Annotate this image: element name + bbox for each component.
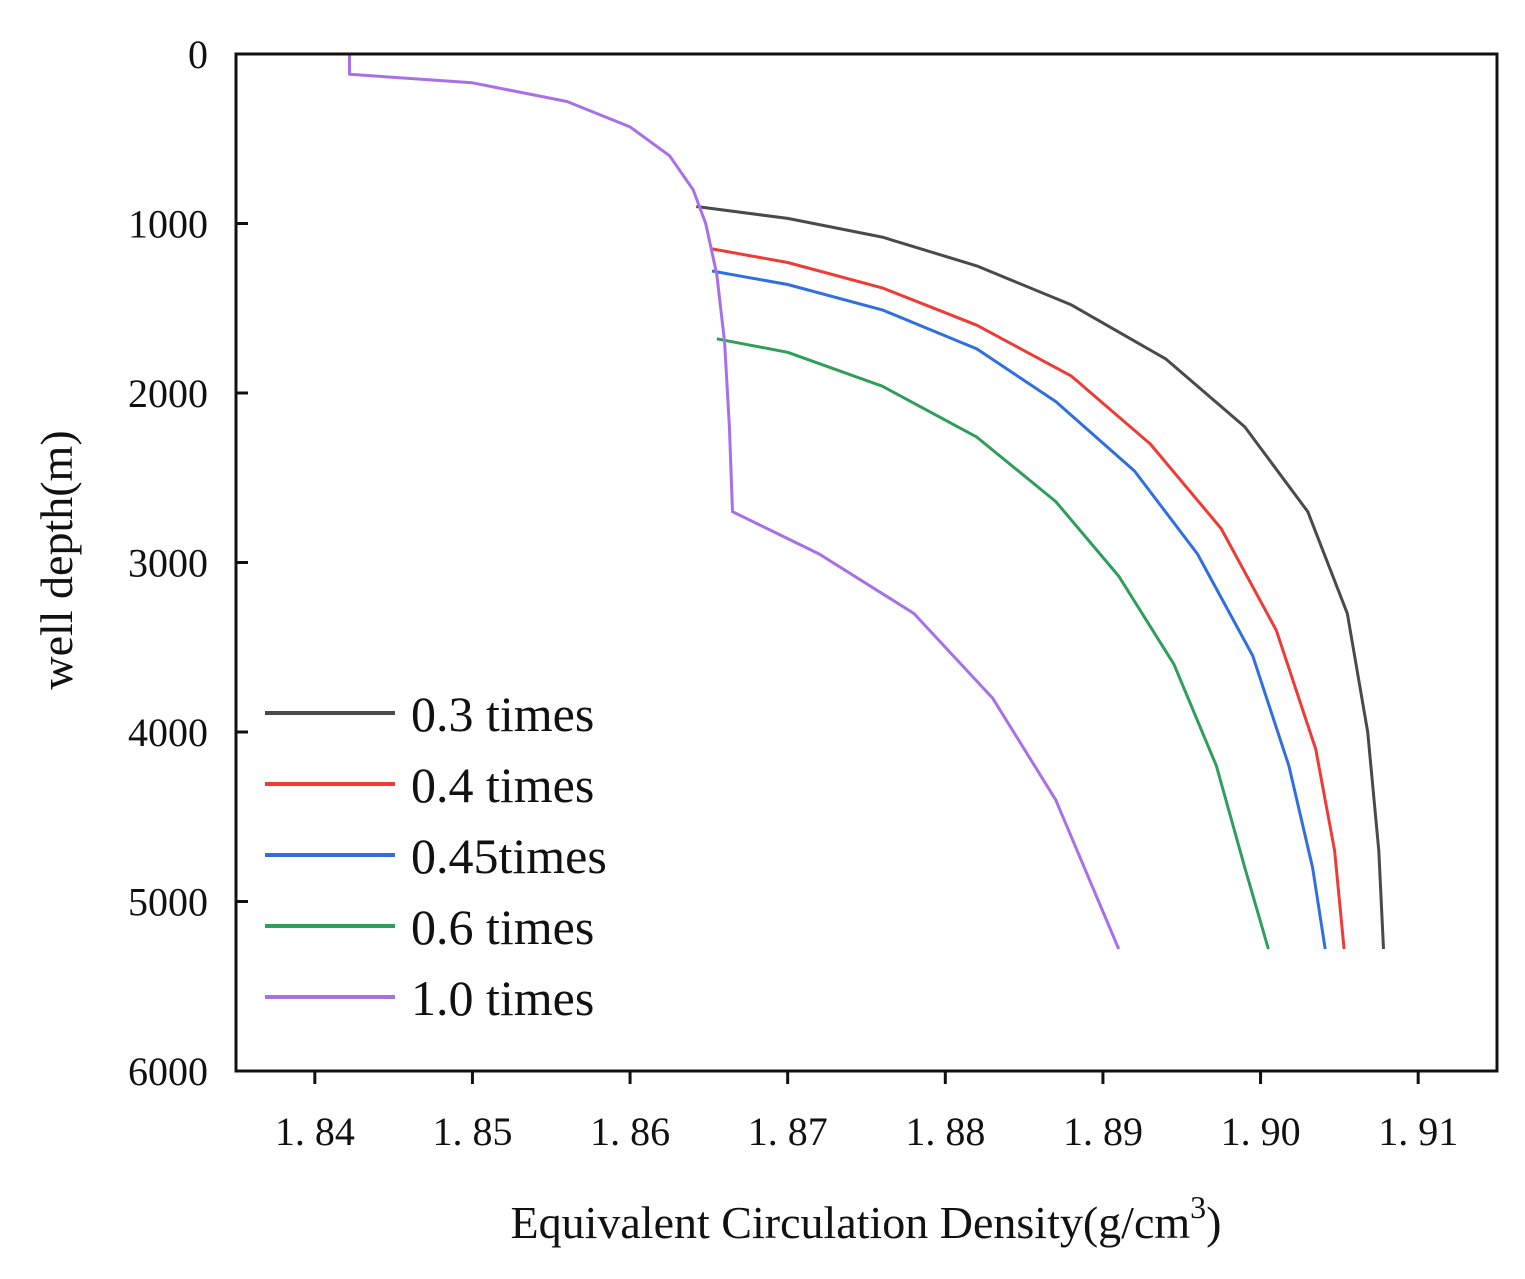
x-tick-label: 1. 90 [1221,1109,1301,1154]
x-tick-label: 1. 88 [905,1109,985,1154]
series-line-3 [711,269,1327,950]
y-tick-label: 6000 [128,1049,208,1094]
x-tick-label: 1. 89 [1063,1109,1143,1154]
y-tick-label: 2000 [128,371,208,416]
series-line-1 [696,205,1385,950]
series-line-2 [711,247,1346,950]
series-line-4 [716,337,1270,950]
y-tick-label: 4000 [128,710,208,755]
y-tick-label: 3000 [128,541,208,586]
legend-label-5: 1.0 times [411,970,594,1026]
legend-label-1: 0.3 times [411,686,594,742]
x-tick-label: 1. 87 [748,1109,828,1154]
y-tick-label: 5000 [128,880,208,925]
legend-label-4: 0.6 times [411,899,594,955]
x-axis-title-suffix: ) [1206,1197,1221,1248]
x-tick-label: 1. 84 [275,1109,355,1154]
y-tick-label: 1000 [128,202,208,247]
x-tick-label: 1. 86 [590,1109,670,1154]
x-axis-title: Equivalent Circulation Density(g/cm3) [511,1189,1222,1248]
x-tick-label: 1. 85 [432,1109,512,1154]
chart-legend: 0.3 times 0.4 times 0.45times 0.6 times 1.0 … [265,686,607,1026]
x-axis-title-main: Equivalent Circulation Density(g/cm [511,1197,1191,1248]
y-axis-title: well depth(m) [31,430,82,689]
series-line-5 [348,54,1121,950]
legend-label-3: 0.45times [411,828,607,884]
x-tick-label: 1. 91 [1378,1109,1458,1154]
legend-label-2: 0.4 times [411,757,594,813]
y-tick-label: 0 [188,32,208,77]
plot-layer [348,54,1385,950]
x-axis-title-superscript: 3 [1190,1189,1206,1225]
axis-layer: 0 1000 2000 3000 4000 5000 6000 1. 84 1. 85 1. 86… [128,32,1499,1154]
